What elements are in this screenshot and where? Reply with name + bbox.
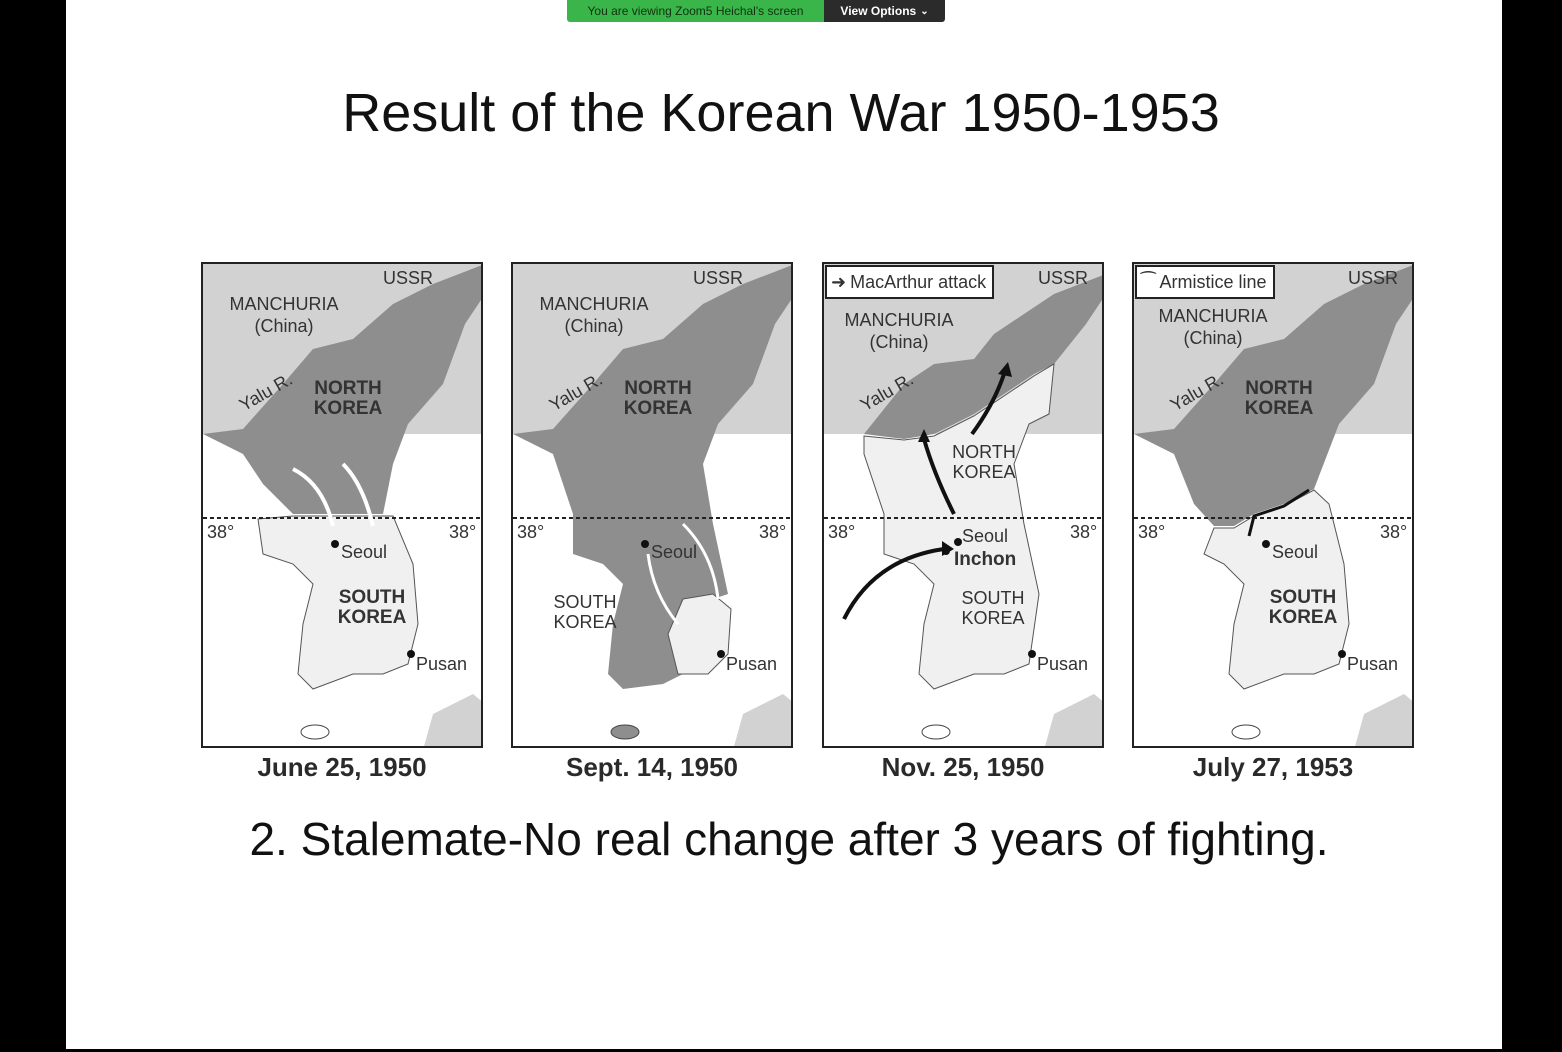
label-inchon: Inchon	[954, 549, 1017, 570]
label-seoul: Seoul	[1272, 542, 1319, 562]
label-38-right: 38°	[449, 522, 477, 542]
map-july-1953: ⁀ Armistice line MANCHURIA (China) USSR …	[1132, 262, 1414, 748]
arrow-icon: ➜	[831, 271, 847, 292]
legend-armistice: ⁀ Armistice line	[1135, 265, 1275, 299]
label-south-korea: SOUTH KOREA	[337, 587, 407, 628]
label-ussr: USSR	[693, 268, 744, 288]
view-options-button[interactable]: View Options ⌄	[824, 0, 945, 22]
label-pusan: Pusan	[1037, 654, 1089, 674]
label-ussr: USSR	[383, 268, 434, 288]
armistice-line-icon: ⁀	[1141, 271, 1156, 292]
map-sept-1950: MANCHURIA (China) USSR Yalu R. NORTH KOR…	[511, 262, 793, 748]
label-north-korea: NORTH KOREA	[623, 378, 693, 419]
label-38-left: 38°	[1138, 522, 1166, 542]
slide-title: Result of the Korean War 1950-1953	[342, 83, 1220, 143]
label-38-left: 38°	[517, 522, 545, 542]
label-north-korea: NORTH KOREA	[313, 378, 383, 419]
view-options-label: View Options	[840, 4, 917, 18]
korea-map-graphic	[513, 264, 791, 746]
label-china: (China)	[254, 316, 314, 336]
label-north-korea: NORTH KOREA	[952, 442, 1016, 482]
map-caption: Sept. 14, 1950	[566, 752, 738, 782]
map-caption: Nov. 25, 1950	[881, 752, 1045, 782]
label-ussr: USSR	[1348, 268, 1399, 288]
map-caption: June 25, 1950	[257, 752, 427, 782]
label-38-left: 38°	[207, 522, 235, 542]
korea-map-graphic	[203, 264, 481, 746]
map-nov-1950: ➜ MacArthur attack MANCHURIA (China) USS…	[822, 262, 1104, 748]
label-north-korea: NORTH KOREA	[1244, 378, 1314, 419]
chevron-down-icon: ⌄	[920, 5, 929, 17]
label-ussr: USSR	[1038, 268, 1089, 288]
label-pusan: Pusan	[726, 654, 778, 674]
label-south-korea: SOUTH KOREA	[553, 592, 617, 632]
label-38-right: 38°	[1380, 522, 1408, 542]
label-38-right: 38°	[1070, 522, 1098, 542]
legend-label: MacArthur attack	[850, 271, 987, 292]
legend-macarthur: ➜ MacArthur attack	[825, 265, 995, 299]
legend-label: Armistice line	[1159, 271, 1267, 292]
korea-map-graphic	[824, 264, 1102, 746]
label-38-right: 38°	[759, 522, 787, 542]
label-manchuria: MANCHURIA	[539, 294, 649, 314]
label-china: (China)	[564, 316, 624, 336]
label-south-korea: SOUTH KOREA	[1268, 587, 1338, 628]
label-manchuria: MANCHURIA	[1158, 306, 1268, 326]
label-seoul: Seoul	[341, 542, 388, 562]
label-38-left: 38°	[828, 522, 856, 542]
slide-subtitle: 2. Stalemate-No real change after 3 year…	[249, 813, 1329, 865]
label-pusan: Pusan	[416, 654, 468, 674]
label-manchuria: MANCHURIA	[229, 294, 339, 314]
map-june-1950: MANCHURIA (China) USSR Yalu R. NORTH KOR…	[201, 262, 483, 748]
label-manchuria: MANCHURIA	[844, 310, 954, 330]
label-china: (China)	[869, 332, 929, 352]
label-china: (China)	[1183, 328, 1243, 348]
label-south-korea: SOUTH KOREA	[961, 588, 1025, 628]
label-seoul: Seoul	[651, 542, 698, 562]
screen-share-bar: You are viewing Zoom5 Heichal's screen V…	[567, 0, 945, 22]
label-seoul: Seoul	[962, 526, 1009, 546]
label-pusan: Pusan	[1347, 654, 1399, 674]
map-caption: July 27, 1953	[1192, 752, 1354, 782]
share-status-label: You are viewing Zoom5 Heichal's screen	[567, 0, 824, 22]
